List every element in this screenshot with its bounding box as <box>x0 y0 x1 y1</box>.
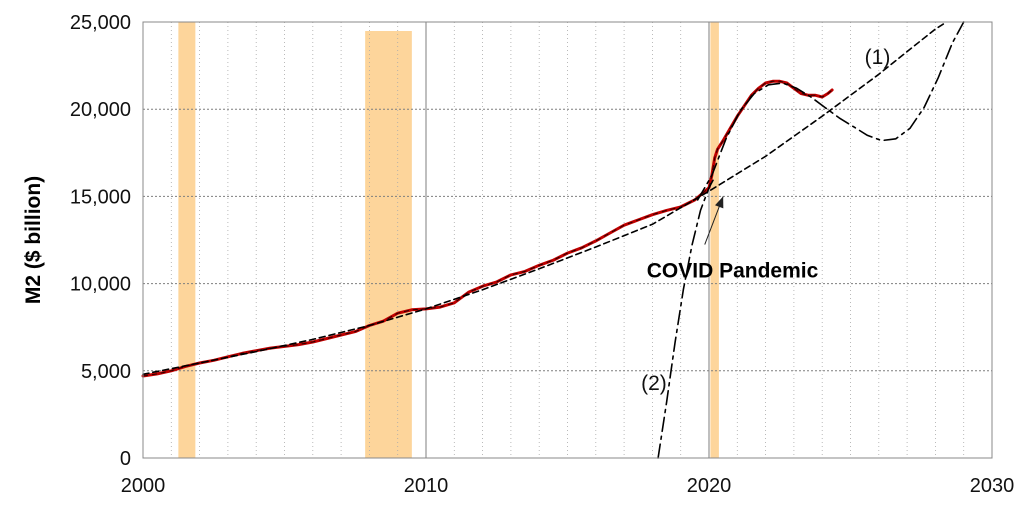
y-tick-label: 10,000 <box>70 274 131 296</box>
y-tick-label: 25,000 <box>70 12 131 34</box>
recession-bands <box>178 22 719 458</box>
y-tick-label: 0 <box>120 448 131 470</box>
fit-curve-3 <box>657 176 716 459</box>
covid-arrow-head <box>715 196 724 209</box>
recession-band <box>710 22 719 458</box>
x-tick-label: 2030 <box>970 475 1015 497</box>
major-gridlines <box>143 22 992 458</box>
y-tick-label: 15,000 <box>70 186 131 208</box>
m2-series-line <box>141 79 834 378</box>
covid-pandemic-label: COVID Pandemic <box>647 260 819 283</box>
recession-band <box>178 22 196 458</box>
y-axis-label: M2 ($ billion) <box>22 176 45 304</box>
y-tick-label: 20,000 <box>70 99 131 121</box>
x-tick-label: 2010 <box>404 475 449 497</box>
recession-band <box>365 31 412 458</box>
y-tick-labels: 0 5,000 10,000 15,000 20,000 25,000 <box>70 12 131 470</box>
x-tick-labels: 2000 2010 2020 2030 <box>121 475 1015 497</box>
minor-gridlines <box>170 22 965 458</box>
curve-label: (2) <box>641 372 667 395</box>
y-tick-label: 5,000 <box>81 361 131 383</box>
curve-label: (1) <box>865 46 891 69</box>
data-series <box>141 21 965 459</box>
fit-curve-1 <box>142 21 948 376</box>
plot-frame <box>142 21 993 459</box>
x-tick-label: 2020 <box>687 475 732 497</box>
m2-trend-overlay <box>142 80 833 377</box>
annotations: (1) (2) COVID Pandemic <box>641 46 890 395</box>
fit-curve-2 <box>696 21 965 201</box>
x-tick-label: 2000 <box>121 475 166 497</box>
